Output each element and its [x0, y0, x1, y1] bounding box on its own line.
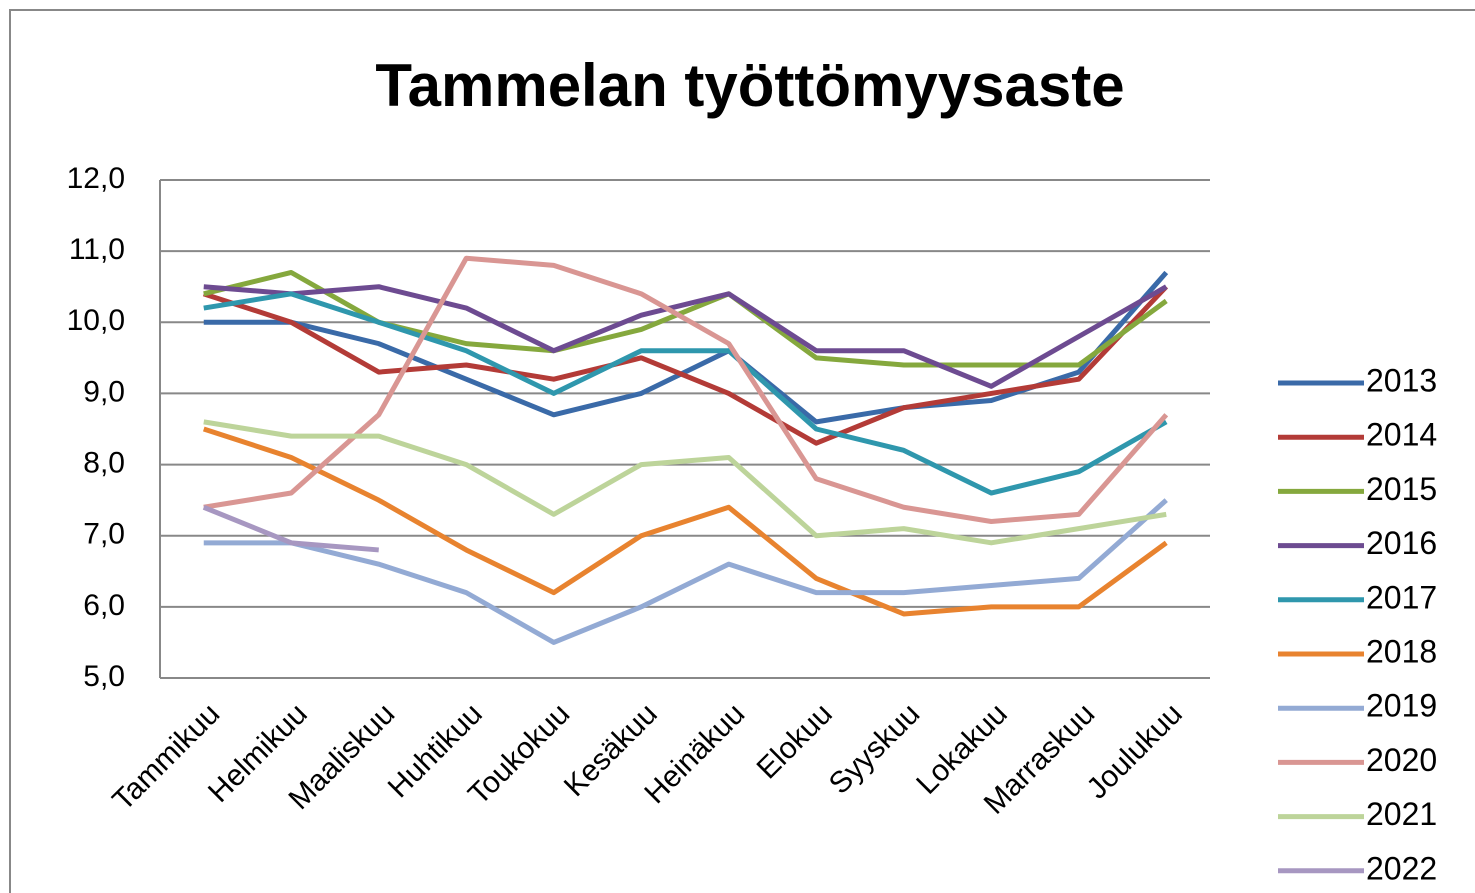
- x-tick-label: Elokuu: [751, 697, 839, 785]
- series-line: [203, 291, 1168, 496]
- series-line: [203, 498, 1168, 645]
- legend-label: 2021: [1366, 796, 1437, 832]
- y-tick-label: 9,0: [83, 375, 125, 408]
- series-line: [203, 269, 1168, 368]
- legend-label: 2020: [1366, 742, 1437, 778]
- legend-label: 2017: [1366, 579, 1437, 615]
- x-tick-label: Syyskuu: [823, 697, 927, 801]
- series-line: [203, 284, 1168, 389]
- x-tick-label: Tammikuu: [106, 697, 226, 817]
- chart-border: [9, 9, 1475, 893]
- legend-label: 2018: [1366, 633, 1437, 669]
- series-line: [203, 419, 1167, 546]
- legend-label: 2013: [1366, 362, 1437, 398]
- series-line: [203, 270, 1169, 425]
- legend-label: 2014: [1366, 417, 1437, 453]
- legend-label: 2015: [1366, 471, 1437, 507]
- y-tick-label: 12,0: [67, 162, 125, 195]
- chart-title: Tammelan työttömyysaste: [375, 52, 1124, 119]
- y-tick-label: 6,0: [83, 589, 125, 622]
- legend-label: 2022: [1366, 850, 1437, 886]
- y-tick-label: 10,0: [67, 304, 125, 337]
- y-tick-label: 7,0: [83, 518, 125, 551]
- legend-label: 2019: [1366, 688, 1437, 724]
- y-tick-label: 11,0: [69, 233, 125, 266]
- y-tick-label: 8,0: [83, 446, 125, 479]
- x-tick-label: Joulukuu: [1081, 697, 1189, 805]
- y-tick-label: 5,0: [83, 660, 125, 693]
- legend-label: 2016: [1366, 525, 1437, 561]
- series-line: [202, 284, 1169, 446]
- series-line: [203, 255, 1169, 524]
- series-line: [202, 504, 379, 553]
- series-line: [202, 426, 1168, 617]
